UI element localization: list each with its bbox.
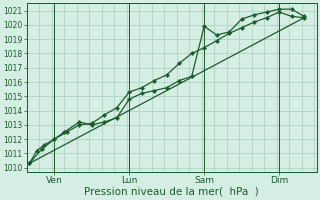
- X-axis label: Pression niveau de la mer(  hPa  ): Pression niveau de la mer( hPa ): [84, 187, 259, 197]
